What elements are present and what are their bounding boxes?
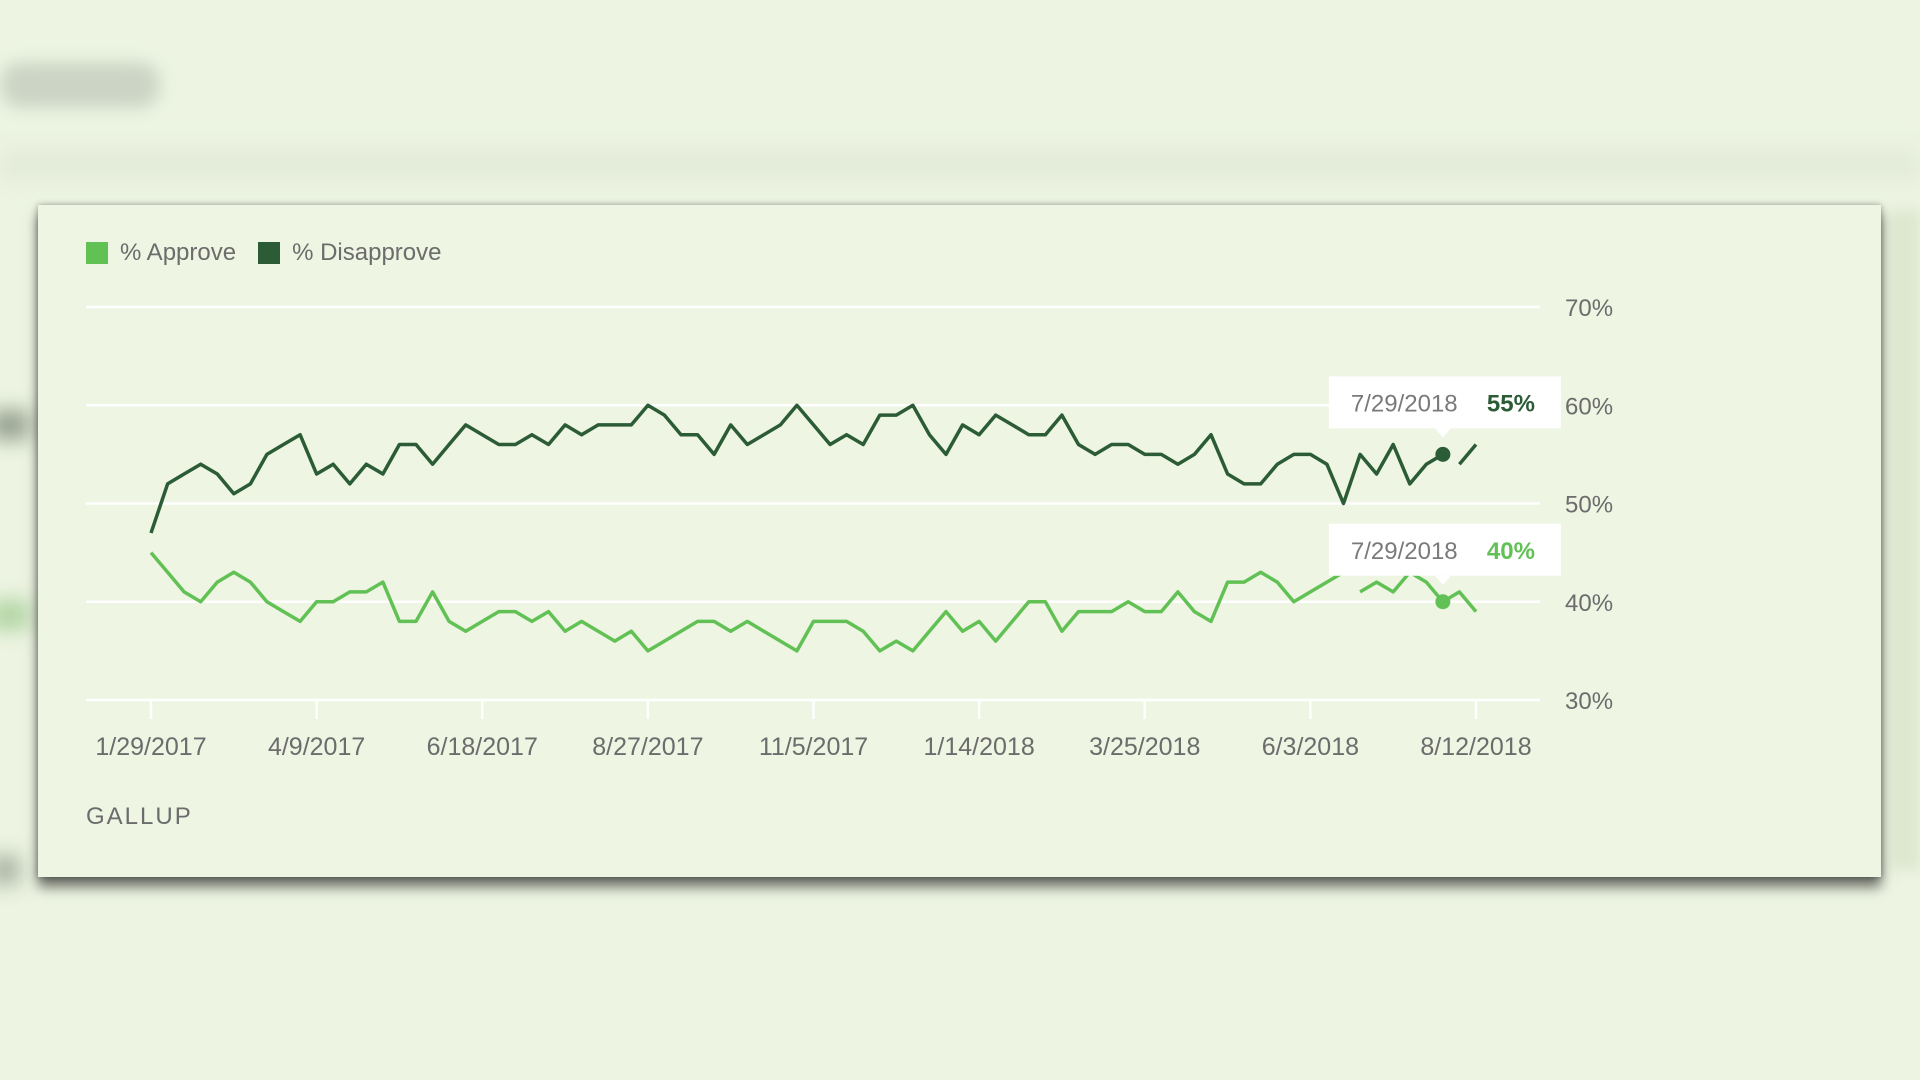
x-tick-label: 6/18/2017 bbox=[427, 733, 538, 761]
highlighted-point bbox=[1435, 594, 1451, 610]
x-tick-label: 11/5/2017 bbox=[759, 733, 868, 761]
x-tick-label: 3/25/2018 bbox=[1089, 733, 1200, 761]
x-tick-label: 8/27/2017 bbox=[592, 733, 703, 761]
highlighted-point bbox=[1435, 446, 1451, 462]
tooltip-box bbox=[1328, 523, 1561, 576]
legend-label-disapprove: % Disapprove bbox=[292, 239, 442, 266]
blurred-background-band bbox=[0, 150, 1920, 180]
x-tick-label: 6/3/2018 bbox=[1262, 733, 1359, 761]
line-chart[interactable]: 70% 60% 50% 40% 30% 1/29/2017 4/9/2017 6/18/201… bbox=[38, 205, 1881, 877]
disapprove-line bbox=[149, 403, 1478, 534]
y-tick-label: 30% bbox=[1565, 688, 1613, 715]
blurred-background-element bbox=[0, 855, 20, 885]
legend-item-disapprove[interactable]: % Disapprove bbox=[258, 239, 441, 267]
approve-line bbox=[149, 551, 1478, 653]
chart-card: 70% 60% 50% 40% 30% 1/29/2017 4/9/2017 6/18/201… bbox=[38, 205, 1881, 877]
x-tick-label: 8/12/2018 bbox=[1420, 733, 1531, 761]
blurred-background-element bbox=[0, 600, 30, 630]
tooltip-pointer bbox=[1434, 575, 1451, 585]
x-tick-label: 1/14/2018 bbox=[924, 733, 1035, 761]
tooltip-box bbox=[1328, 376, 1561, 429]
legend-label-approve: % Approve bbox=[120, 239, 237, 266]
source-label: GALLUP bbox=[86, 803, 193, 830]
legend-item-approve[interactable]: % Approve bbox=[86, 239, 236, 267]
y-tick-label: 40% bbox=[1565, 590, 1613, 617]
x-tick-label: 1/29/2017 bbox=[95, 733, 206, 761]
tooltip-date: 7/29/2018 bbox=[1351, 390, 1458, 417]
legend-swatch-approve bbox=[86, 242, 108, 264]
blurred-background-element bbox=[0, 410, 30, 440]
x-tick-label: 4/9/2017 bbox=[268, 733, 365, 761]
tooltip-pointer bbox=[1434, 428, 1451, 438]
blurred-background-title bbox=[0, 62, 160, 108]
blurred-background-edge bbox=[1890, 210, 1920, 870]
y-tick-label: 70% bbox=[1565, 295, 1613, 322]
y-tick-label: 60% bbox=[1565, 393, 1613, 420]
chart-legend: % Approve % Disapprove bbox=[86, 239, 463, 267]
y-tick-label: 50% bbox=[1565, 492, 1613, 519]
tooltip-value: 40% bbox=[1487, 538, 1535, 565]
tooltip-value: 55% bbox=[1487, 390, 1535, 417]
legend-swatch-disapprove bbox=[258, 242, 281, 264]
tooltip-date: 7/29/2018 bbox=[1351, 538, 1458, 565]
